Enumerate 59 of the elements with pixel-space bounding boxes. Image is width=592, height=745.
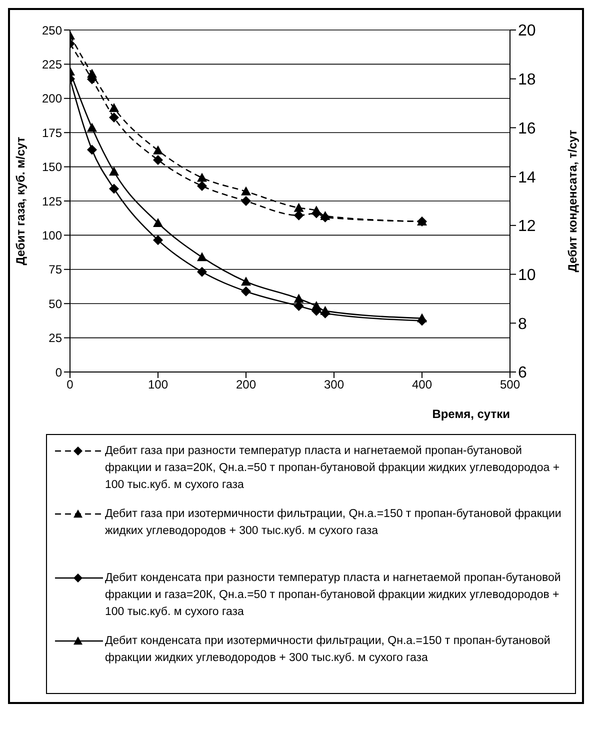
y2-tick-label: 12 bbox=[518, 218, 536, 236]
point bbox=[109, 184, 119, 194]
x-tick-label: 300 bbox=[324, 378, 344, 392]
y-axis-title: Дебит газа, куб. м/сут bbox=[13, 136, 28, 266]
y2-tick-label: 6 bbox=[518, 364, 527, 382]
y2-axis-title: Дебит конденсата, т/сут bbox=[565, 130, 580, 272]
point bbox=[153, 218, 163, 227]
point bbox=[294, 202, 304, 212]
legend-label: Дебит газа при разности температур пласта и нагнетаемой пропан-бутановой фракции и газа=20К, Qн.а.=50 т пропан-бутановой фракции жидких углеводородоа + 100 тыс.куб. м сухого газа bbox=[105, 444, 561, 493]
point bbox=[311, 301, 322, 310]
y-tick-label: 50 bbox=[48, 296, 62, 311]
y-tick-label: 25 bbox=[48, 331, 62, 346]
y2-tick-label: 16 bbox=[518, 120, 536, 138]
point bbox=[109, 112, 119, 123]
y-tick-label: 175 bbox=[42, 126, 62, 140]
point bbox=[109, 102, 119, 112]
y2-tick-label: 20 bbox=[518, 22, 536, 40]
x-tick-label: 400 bbox=[412, 378, 432, 392]
point bbox=[311, 206, 322, 215]
point bbox=[294, 210, 304, 220]
x-axis-title: Время, сутки bbox=[432, 407, 510, 421]
y-tick-label: 150 bbox=[42, 160, 62, 174]
point bbox=[197, 252, 207, 262]
x-tick-label: 100 bbox=[148, 378, 168, 392]
point bbox=[87, 144, 97, 155]
x-tick-label: 0 bbox=[66, 378, 74, 392]
y2-tick-label: 14 bbox=[518, 169, 536, 186]
legend-label: Дебит газа при изотермичности фильтрации, Qн.а.=150 т пропан-бутановой фракции жидких углеводородов + 300 тыс.куб. м сухого газа bbox=[105, 507, 562, 539]
point bbox=[294, 301, 304, 312]
point bbox=[241, 196, 251, 206]
y-tick-label: 100 bbox=[42, 228, 62, 242]
point bbox=[109, 166, 119, 176]
legend-label: Дебит конденсата при разности температур пласта и нагнетаемой пропан-бутановой фракции и газа=20К, Qн.а.=50 т пропан-бутановой фракции жидких углеводородов + 100 тыс.куб. м сухого газа bbox=[105, 571, 562, 620]
point bbox=[153, 145, 163, 154]
y-tick-label: 0 bbox=[55, 365, 62, 380]
point bbox=[197, 172, 207, 182]
point bbox=[197, 180, 207, 191]
point bbox=[197, 266, 207, 277]
point bbox=[153, 235, 163, 246]
point bbox=[153, 154, 163, 165]
point bbox=[87, 68, 97, 78]
y-tick-label: 225 bbox=[42, 57, 62, 72]
y-tick-label: 75 bbox=[48, 262, 62, 277]
y2-tick-label: 10 bbox=[518, 266, 536, 284]
legend-label: Дебит конденсата при изотермичности фильтрации, Qн.а.=150 т пропан-бутановой фракции жидких углеводородов + 300 тыс.куб. м сухого газа bbox=[105, 634, 552, 666]
x-tick-label: 500 bbox=[500, 378, 520, 392]
point bbox=[241, 276, 251, 286]
x-tick-label: 200 bbox=[236, 378, 256, 392]
y-tick-label: 125 bbox=[42, 194, 62, 208]
y2-tick-label: 8 bbox=[518, 316, 527, 333]
point bbox=[241, 286, 251, 296]
point bbox=[417, 313, 427, 322]
y2-tick-label: 18 bbox=[518, 72, 536, 89]
point bbox=[320, 306, 330, 315]
y-tick-label: 250 bbox=[42, 23, 62, 38]
point bbox=[87, 122, 97, 132]
y-tick-label: 200 bbox=[42, 92, 62, 106]
point bbox=[241, 186, 251, 196]
point bbox=[294, 294, 304, 303]
